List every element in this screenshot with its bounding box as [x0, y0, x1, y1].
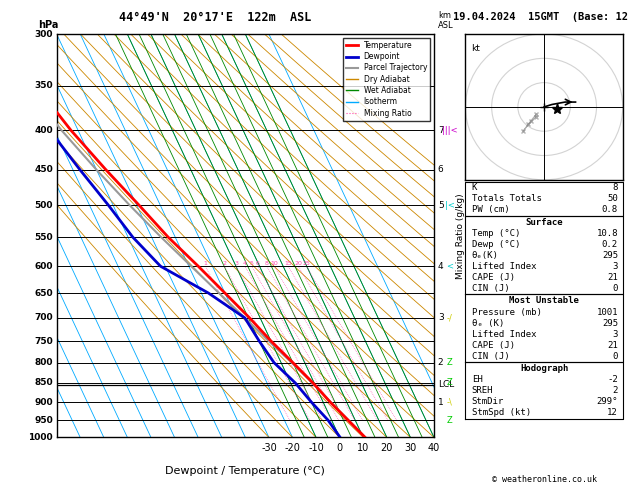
Text: Totals Totals: Totals Totals: [472, 194, 542, 203]
Text: CAPE (J): CAPE (J): [472, 273, 515, 282]
Text: 3: 3: [613, 262, 618, 271]
Text: 15: 15: [284, 261, 292, 266]
Text: 0.2: 0.2: [602, 240, 618, 249]
Text: 12: 12: [607, 409, 618, 417]
Text: K: K: [472, 183, 477, 192]
Text: Hodograph: Hodograph: [520, 364, 568, 373]
Text: 950: 950: [34, 416, 53, 425]
Text: |<: |<: [445, 201, 455, 209]
Text: Z: Z: [447, 358, 453, 367]
Text: 4: 4: [438, 262, 443, 271]
Text: -\: -\: [447, 398, 453, 407]
Text: 19.04.2024  15GMT  (Base: 12): 19.04.2024 15GMT (Base: 12): [454, 12, 629, 22]
Text: 10: 10: [270, 261, 278, 266]
Text: 2: 2: [222, 261, 226, 266]
Text: -10: -10: [308, 443, 324, 453]
Text: CAPE (J): CAPE (J): [472, 341, 515, 350]
Text: 20: 20: [294, 261, 303, 266]
Text: 21: 21: [607, 341, 618, 350]
Text: 750: 750: [34, 336, 53, 346]
Text: CIN (J): CIN (J): [472, 284, 509, 293]
Text: 10: 10: [357, 443, 369, 453]
Text: SREH: SREH: [472, 386, 493, 395]
Text: hPa: hPa: [38, 20, 58, 30]
Text: LCL: LCL: [438, 381, 454, 389]
Text: kt: kt: [470, 44, 479, 53]
Text: 450: 450: [34, 165, 53, 174]
Text: 50: 50: [607, 194, 618, 203]
Text: 10.8: 10.8: [596, 229, 618, 238]
Text: 4: 4: [243, 261, 247, 266]
Text: Dewpoint / Temperature (°C): Dewpoint / Temperature (°C): [165, 466, 325, 476]
Text: EH: EH: [472, 375, 482, 384]
Text: 2: 2: [613, 386, 618, 395]
Text: 550: 550: [34, 233, 53, 242]
Text: 20: 20: [381, 443, 393, 453]
Text: 7: 7: [438, 126, 443, 135]
Text: 25: 25: [303, 261, 310, 266]
Text: 650: 650: [34, 289, 53, 297]
Text: 44°49'N  20°17'E  122m  ASL: 44°49'N 20°17'E 122m ASL: [119, 11, 311, 24]
Text: 30: 30: [404, 443, 416, 453]
Text: 350: 350: [34, 81, 53, 90]
Text: Z: Z: [447, 416, 453, 425]
Text: 850: 850: [34, 379, 53, 387]
Text: 299°: 299°: [596, 398, 618, 406]
Legend: Temperature, Dewpoint, Parcel Trajectory, Dry Adiabat, Wet Adiabat, Isotherm, Mi: Temperature, Dewpoint, Parcel Trajectory…: [343, 38, 430, 121]
Text: Temp (°C): Temp (°C): [472, 229, 520, 238]
Text: -/: -/: [447, 313, 453, 322]
Text: 300: 300: [35, 30, 53, 38]
Text: -20: -20: [284, 443, 301, 453]
Text: CIN (J): CIN (J): [472, 352, 509, 361]
Text: 3: 3: [613, 330, 618, 339]
Text: -2: -2: [607, 375, 618, 384]
Text: 0.8: 0.8: [602, 206, 618, 214]
Text: 295: 295: [602, 319, 618, 328]
Text: |||<: |||<: [442, 126, 457, 135]
Text: StmDir: StmDir: [472, 398, 504, 406]
Text: km
ASL: km ASL: [438, 11, 454, 30]
Text: 8: 8: [265, 261, 269, 266]
Text: Most Unstable: Most Unstable: [509, 296, 579, 305]
Text: Dewp (°C): Dewp (°C): [472, 240, 520, 249]
Text: Lifted Index: Lifted Index: [472, 262, 537, 271]
Text: 1000: 1000: [28, 433, 53, 442]
Text: 2: 2: [438, 358, 443, 367]
Text: Pressure (mb): Pressure (mb): [472, 308, 542, 316]
Text: 8: 8: [613, 183, 618, 192]
Text: 1001: 1001: [596, 308, 618, 316]
Text: 295: 295: [602, 251, 618, 260]
Text: 0: 0: [613, 284, 618, 293]
Text: 6: 6: [438, 165, 443, 174]
Text: Mixing Ratio (g/kg): Mixing Ratio (g/kg): [456, 193, 465, 278]
Text: 900: 900: [34, 398, 53, 407]
Text: 0: 0: [337, 443, 343, 453]
Text: 500: 500: [35, 201, 53, 209]
Text: 40: 40: [428, 443, 440, 453]
Text: 5: 5: [438, 201, 443, 209]
Text: Z: Z: [447, 379, 453, 387]
Text: -30: -30: [261, 443, 277, 453]
Text: 1: 1: [438, 398, 443, 407]
Text: 700: 700: [34, 313, 53, 322]
Text: 6: 6: [255, 261, 259, 266]
Text: Lifted Index: Lifted Index: [472, 330, 537, 339]
Text: 21: 21: [607, 273, 618, 282]
Text: StmSpd (kt): StmSpd (kt): [472, 409, 531, 417]
Text: © weatheronline.co.uk: © weatheronline.co.uk: [492, 474, 596, 484]
Text: <: <: [446, 262, 454, 271]
Text: Surface: Surface: [525, 218, 563, 226]
Text: θₑ (K): θₑ (K): [472, 319, 504, 328]
Text: 3: 3: [438, 313, 443, 322]
Text: 5: 5: [250, 261, 253, 266]
Text: 1: 1: [203, 261, 207, 266]
Text: 0: 0: [613, 352, 618, 361]
Text: θₑ(K): θₑ(K): [472, 251, 499, 260]
Text: 800: 800: [35, 358, 53, 367]
Text: 400: 400: [34, 126, 53, 135]
Text: PW (cm): PW (cm): [472, 206, 509, 214]
Text: 600: 600: [35, 262, 53, 271]
Text: 3: 3: [234, 261, 238, 266]
